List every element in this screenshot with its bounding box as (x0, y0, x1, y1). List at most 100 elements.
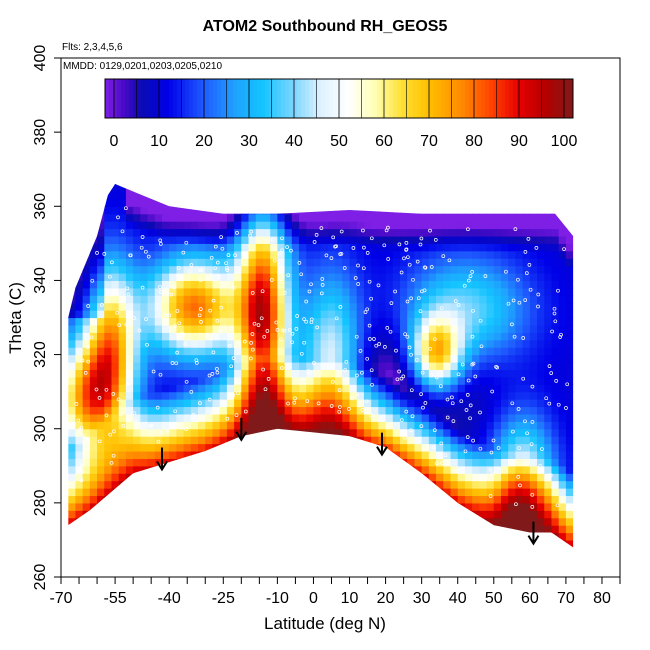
heat-cell (558, 391, 567, 400)
heat-cell (558, 495, 567, 504)
heat-cell (378, 317, 387, 326)
heat-cell (118, 547, 127, 548)
heat-cell (342, 243, 351, 252)
heat-cell (537, 287, 545, 296)
heat-cell (335, 273, 343, 282)
sample-point (463, 449, 468, 454)
heat-cell (241, 258, 250, 267)
heat-cell (212, 198, 221, 207)
heat-cell (508, 502, 517, 511)
heat-cell (414, 324, 423, 333)
heat-cell (378, 213, 387, 222)
heat-cell (176, 354, 185, 363)
heat-cell (75, 243, 84, 252)
sample-point (445, 397, 450, 402)
heat-cell (464, 310, 473, 319)
heat-cell (443, 406, 452, 415)
heat-cell (414, 443, 423, 452)
heat-cell (89, 250, 98, 259)
heat-cell (89, 510, 98, 519)
heat-cell (544, 421, 553, 430)
sample-point (124, 322, 129, 327)
heat-cell (277, 488, 286, 497)
heat-cell (313, 450, 322, 459)
heat-cell (154, 488, 163, 497)
heat-cell (464, 450, 473, 459)
heat-cell (277, 406, 286, 415)
heat-cell (522, 265, 531, 274)
heat-cell (262, 228, 271, 237)
heat-cell (327, 458, 336, 467)
heat-cell (472, 465, 480, 474)
heat-cell (407, 206, 416, 215)
heat-cell (479, 235, 488, 244)
heat-cell (219, 310, 228, 319)
heat-cell (212, 450, 221, 459)
heat-cell (436, 495, 444, 504)
heat-cell (558, 310, 567, 319)
heat-cell (551, 198, 560, 207)
heat-cell (500, 473, 509, 482)
heat-cell (479, 280, 488, 289)
sample-point (107, 274, 112, 279)
heat-cell (493, 258, 502, 267)
heat-cell (97, 339, 105, 348)
heat-cell (270, 539, 278, 548)
x-axis-label: Latitude (deg N) (264, 614, 386, 633)
heat-cell (219, 421, 228, 430)
heat-cell (169, 265, 177, 274)
heat-cell (118, 347, 127, 356)
heat-cell (349, 384, 358, 393)
heat-cell (306, 495, 315, 504)
sample-point (462, 283, 467, 288)
heat-cell (472, 258, 480, 267)
heat-cell (349, 495, 358, 504)
heat-cell (436, 184, 444, 193)
sample-point (197, 313, 202, 318)
heat-cell (198, 480, 206, 489)
heat-cell (385, 243, 394, 252)
heat-cell (82, 391, 91, 400)
heat-cell (262, 436, 271, 445)
heat-cell (493, 488, 502, 497)
heat-cell (241, 310, 250, 319)
heat-cell (226, 221, 235, 230)
sample-point (126, 292, 131, 297)
heat-cell (371, 273, 379, 282)
heat-cell (111, 436, 120, 445)
sample-point (554, 379, 559, 383)
heat-cell (190, 443, 199, 452)
heat-cell (479, 458, 488, 467)
heat-cell (82, 295, 91, 304)
heat-cell (479, 347, 488, 356)
heat-cell (400, 495, 408, 504)
heat-cell (450, 391, 459, 400)
heat-cell (508, 228, 517, 237)
heat-cell (154, 250, 163, 259)
heat-cell (363, 295, 372, 304)
heat-cell (147, 354, 156, 363)
heat-cell (277, 458, 286, 467)
heat-cell (450, 428, 459, 437)
heat-cell (291, 332, 300, 341)
heat-cell (457, 413, 466, 422)
heat-cell (544, 450, 553, 459)
colorbar-segment (205, 79, 210, 118)
heat-cell (558, 191, 567, 200)
heat-cell (392, 458, 401, 467)
heat-cell (558, 413, 567, 422)
heat-cell (464, 295, 473, 304)
heat-cell (342, 391, 351, 400)
heat-cell (205, 347, 214, 356)
sample-point (419, 424, 424, 428)
heat-cell (378, 465, 387, 474)
heat-cell (299, 206, 307, 215)
heat-cell (529, 480, 538, 489)
heat-cell (104, 450, 113, 459)
colorbar-segment (505, 79, 510, 118)
sample-point (429, 372, 434, 377)
heat-cell (111, 228, 120, 237)
heat-cell (558, 324, 567, 333)
heat-cell (515, 206, 524, 215)
heat-cell (154, 354, 163, 363)
